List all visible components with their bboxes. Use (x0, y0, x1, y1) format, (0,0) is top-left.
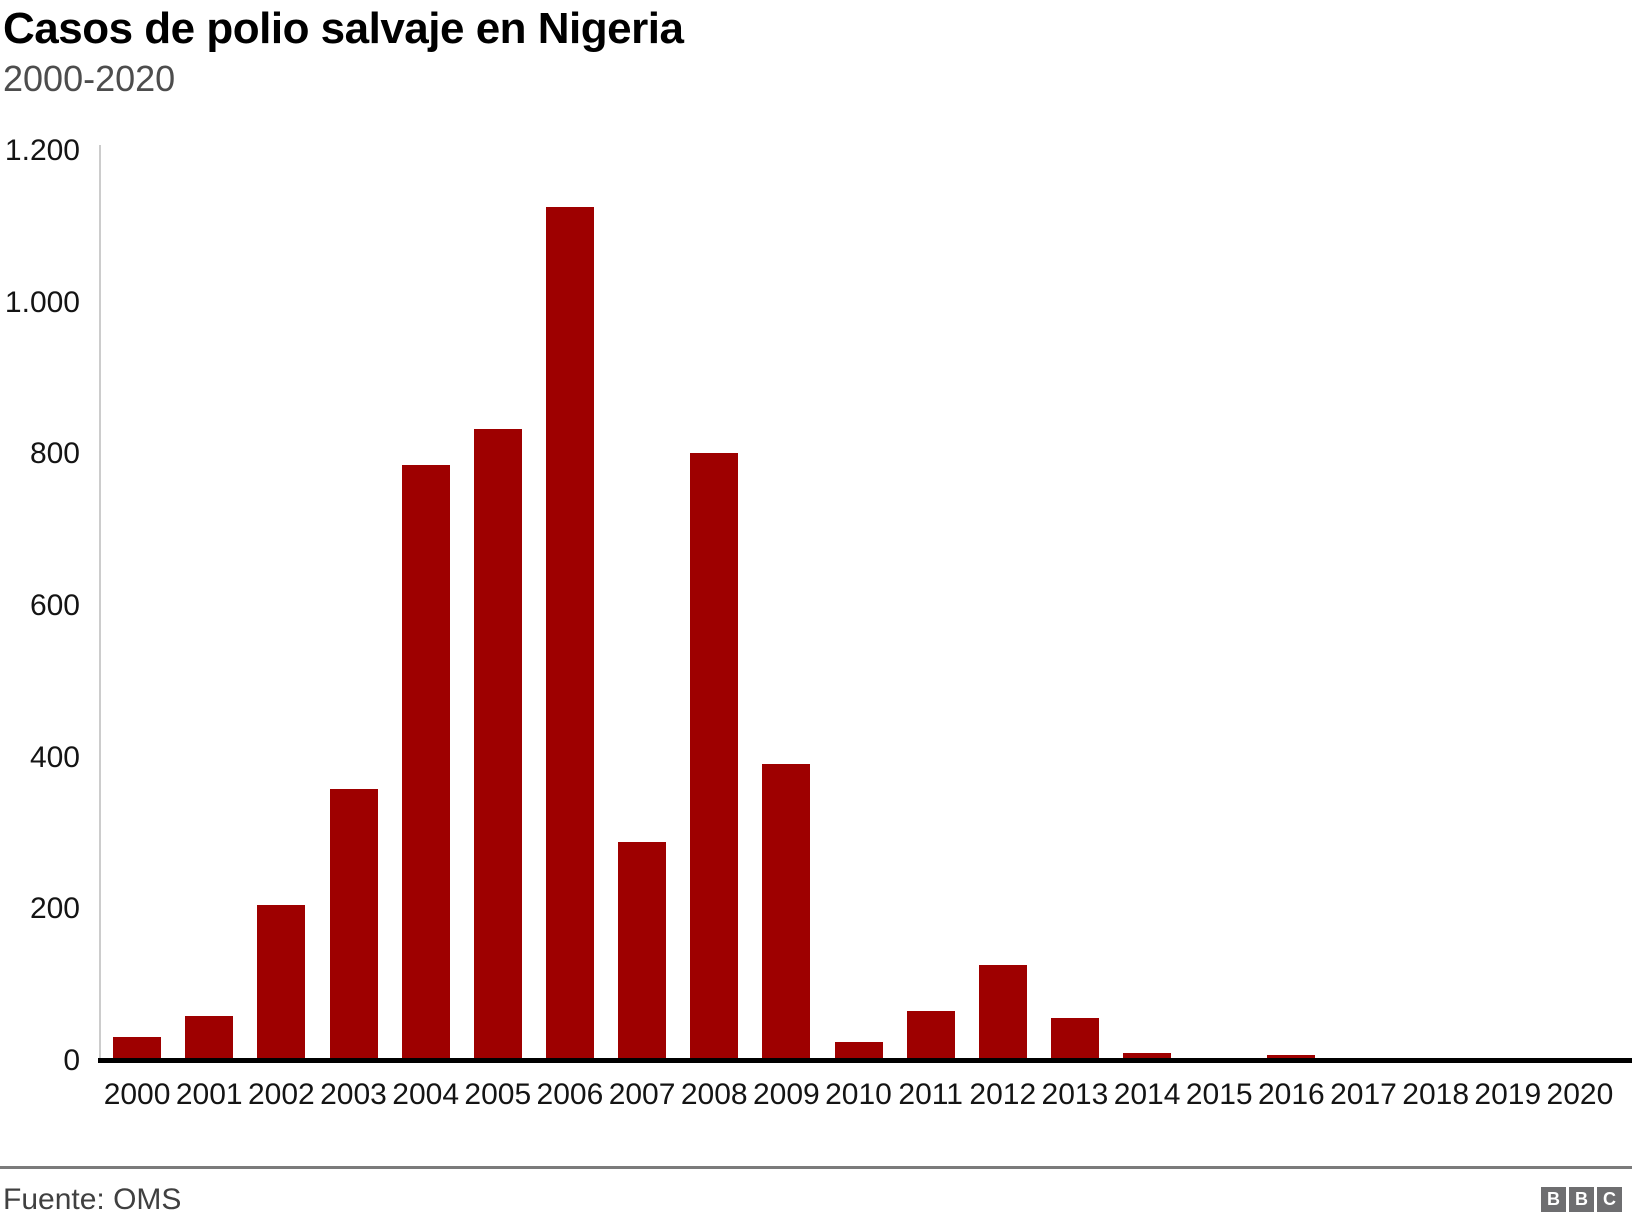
source-label: Fuente: OMS (3, 1183, 182, 1216)
y-tick-label: 1.200 (4, 134, 80, 167)
bar-2003 (330, 789, 378, 1058)
x-tick-label: 2013 (1041, 1078, 1109, 1111)
x-tick-label: 2002 (247, 1078, 315, 1111)
x-tick-label: 2010 (825, 1078, 892, 1111)
bar-2013 (1051, 1018, 1099, 1058)
bar-2010 (835, 1042, 883, 1058)
x-tick-label: 2000 (103, 1078, 171, 1111)
x-tick-label: 2012 (969, 1078, 1037, 1111)
x-tick-label: 2015 (1185, 1078, 1253, 1111)
bar-2002 (257, 905, 305, 1058)
chart-title: Casos de polio salvaje en Nigeria (3, 4, 684, 53)
x-tick-label: 2016 (1257, 1078, 1325, 1111)
bar-2014 (1123, 1053, 1171, 1058)
x-tick-label: 2007 (608, 1078, 676, 1111)
x-tick-label: 2006 (536, 1078, 604, 1111)
y-axis-line (99, 145, 101, 1061)
bar-2001 (185, 1016, 233, 1058)
x-tick-label: 2005 (464, 1078, 532, 1111)
footer-divider (0, 1166, 1632, 1169)
bar-2004 (402, 465, 450, 1058)
y-tick-label: 0 (63, 1044, 80, 1077)
x-tick-label: 2017 (1330, 1078, 1397, 1111)
x-tick-label: 2018 (1402, 1078, 1470, 1111)
x-tick-label: 2001 (175, 1078, 243, 1111)
bar-2008 (690, 453, 738, 1058)
y-tick-label: 1.000 (4, 285, 80, 319)
x-tick-label: 2011 (898, 1078, 963, 1111)
bar-2016 (1267, 1055, 1315, 1058)
bbc-logo-block: B (1569, 1187, 1594, 1212)
x-tick-label: 2004 (392, 1078, 460, 1111)
bar-2012 (979, 965, 1027, 1058)
bar-2007 (618, 842, 666, 1058)
x-tick-label: 2019 (1474, 1078, 1542, 1111)
bar-2005 (474, 429, 522, 1058)
x-tick-label: 2003 (320, 1078, 387, 1111)
x-tick-label: 2020 (1546, 1078, 1614, 1111)
y-tick-label: 600 (29, 589, 80, 622)
x-tick-label: 2009 (752, 1078, 820, 1111)
x-axis-line (98, 1058, 1632, 1063)
x-tick-label: 2008 (680, 1078, 748, 1111)
bar-2009 (762, 764, 810, 1058)
y-tick-label: 400 (29, 740, 80, 774)
y-tick-label: 200 (29, 892, 80, 926)
chart-subtitle: 2000-2020 (3, 58, 176, 99)
bbc-logo-block: B (1541, 1187, 1566, 1212)
x-tick-label: 2014 (1113, 1078, 1181, 1111)
bar-2000 (113, 1037, 161, 1058)
bar-2011 (907, 1011, 955, 1058)
y-tick-label: 800 (29, 437, 80, 471)
bar-2006 (546, 207, 594, 1058)
bbc-logo-block: C (1597, 1187, 1622, 1212)
